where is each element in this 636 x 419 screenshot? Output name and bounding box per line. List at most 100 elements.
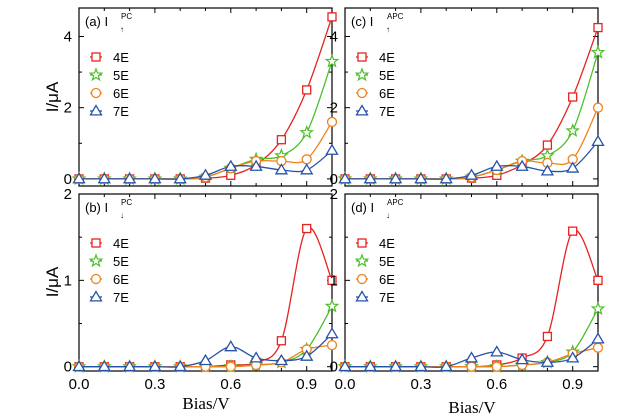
- data-point-7E: [363, 359, 377, 372]
- data-point-7E: [591, 332, 605, 344]
- data-point-7E: [224, 340, 238, 352]
- chart-panel-a: 0 2 4 (a) I PC ↑ 4E 5E 6E 7E: [64, 7, 340, 188]
- data-point-7E: [439, 172, 453, 184]
- legend-label-6E: 6E: [113, 86, 129, 101]
- legend-marker-4E: [91, 52, 101, 62]
- legend-marker-5E: [354, 67, 370, 82]
- data-point-7E: [97, 359, 111, 372]
- data-point-7E: [148, 172, 162, 184]
- data-point-7E: [249, 351, 263, 363]
- ylabel-top: I/μA: [43, 81, 62, 112]
- legend-marker-6E: [356, 273, 368, 285]
- legend-label-7E: 7E: [113, 290, 129, 305]
- legend-marker-4E: [357, 238, 367, 248]
- legend-label-5E: 5E: [113, 254, 129, 269]
- panel-label-sup: PC: [121, 198, 132, 207]
- panel-label-sub: ↓: [120, 211, 124, 220]
- data-point-7E: [224, 159, 238, 171]
- y-tick-label: 0: [64, 359, 72, 376]
- data-point-7E: [388, 359, 403, 372]
- data-point-7E: [540, 164, 555, 176]
- x-tick-label: 0.0: [335, 376, 356, 393]
- legend-label-7E: 7E: [379, 104, 395, 119]
- data-point-5E: [299, 124, 315, 139]
- data-point-7E: [274, 163, 289, 175]
- legend-marker-5E: [88, 67, 104, 82]
- legend-marker-4E: [357, 52, 367, 62]
- data-point-6E: [491, 361, 502, 372]
- y-tick-label: 2: [64, 186, 72, 203]
- x-tick-label: 0.0: [69, 376, 90, 393]
- panel-label-sup: APC: [387, 12, 404, 21]
- legend-marker-7E: [89, 290, 103, 302]
- data-point-6E: [592, 102, 604, 113]
- panel-label: (b) I: [85, 200, 108, 215]
- data-point-7E: [300, 163, 314, 175]
- legend-label-5E: 5E: [379, 68, 395, 83]
- legend-label-6E: 6E: [379, 86, 395, 101]
- legend-marker-6E: [90, 87, 102, 99]
- data-point-6E: [225, 361, 236, 372]
- panel-label-sub: ↑: [120, 25, 124, 34]
- legend-label-4E: 4E: [379, 236, 395, 251]
- data-point-7E: [414, 172, 428, 184]
- legend-label-4E: 4E: [113, 236, 129, 251]
- data-point-7E: [148, 359, 162, 372]
- data-point-7E: [414, 359, 428, 372]
- panel-label-sup: PC: [121, 12, 132, 21]
- data-point-4E: [302, 223, 312, 234]
- chart-panel-c: 0 2 4 (c) I APC ↑ 4E 5E 6E 7E: [330, 7, 606, 188]
- panel-label: (a) I: [85, 14, 108, 29]
- data-point-7E: [439, 359, 453, 372]
- data-point-7E: [566, 351, 580, 363]
- data-point-4E: [568, 92, 578, 102]
- data-point-7E: [490, 159, 504, 171]
- legend-marker-7E: [89, 104, 103, 116]
- data-point-7E: [338, 172, 352, 184]
- y-tick-label: 2: [330, 186, 338, 203]
- data-point-4E: [568, 226, 578, 236]
- panel-label-sub: ↑: [386, 25, 390, 34]
- panel-label-sup: APC: [387, 198, 404, 207]
- data-point-7E: [122, 359, 137, 372]
- x-tick-label: 0.9: [296, 376, 317, 393]
- data-point-7E: [591, 134, 605, 147]
- legend-label-5E: 5E: [379, 254, 395, 269]
- data-point-5E: [324, 53, 340, 68]
- y-tick-label: 4: [330, 28, 338, 45]
- legend-marker-7E: [355, 290, 369, 302]
- data-point-7E: [300, 349, 314, 361]
- data-point-5E: [590, 44, 606, 59]
- xlabel-right: Bias/V: [448, 398, 496, 417]
- data-point-6E: [326, 339, 338, 351]
- y-tick-label: 2: [64, 100, 72, 117]
- x-tick-label: 0.9: [562, 376, 583, 393]
- data-point-6E: [326, 116, 338, 128]
- y-tick-label: 4: [64, 28, 72, 45]
- chart-panel-b: 0.0 0.3 0.6 0.9 0 1 2 (b) I PC ↓ 4E 5E 6E 7E: [64, 186, 340, 393]
- data-point-7E: [72, 172, 86, 184]
- legend-marker-4E: [91, 238, 101, 248]
- data-point-5E: [565, 123, 581, 138]
- data-point-6E: [592, 342, 604, 353]
- panel-label-sub: ↓: [386, 211, 390, 220]
- legend-marker-6E: [356, 87, 368, 99]
- y-tick-label: 0: [330, 171, 338, 188]
- legend-label-7E: 7E: [113, 104, 129, 119]
- y-tick-label: 1: [64, 272, 72, 289]
- data-point-5E: [324, 298, 340, 313]
- x-tick-label: 0.3: [410, 376, 431, 393]
- data-point-4E: [276, 336, 287, 346]
- data-point-7E: [122, 172, 137, 184]
- data-point-7E: [198, 168, 213, 180]
- y-tick-label: 2: [330, 100, 338, 117]
- legend-label-7E: 7E: [379, 290, 395, 305]
- data-point-7E: [464, 168, 479, 180]
- data-point-7E: [72, 359, 86, 372]
- data-point-7E: [198, 353, 213, 366]
- data-point-4E: [593, 22, 603, 33]
- panel-label: (c) I: [351, 14, 373, 29]
- legend-label-4E: 4E: [113, 50, 129, 65]
